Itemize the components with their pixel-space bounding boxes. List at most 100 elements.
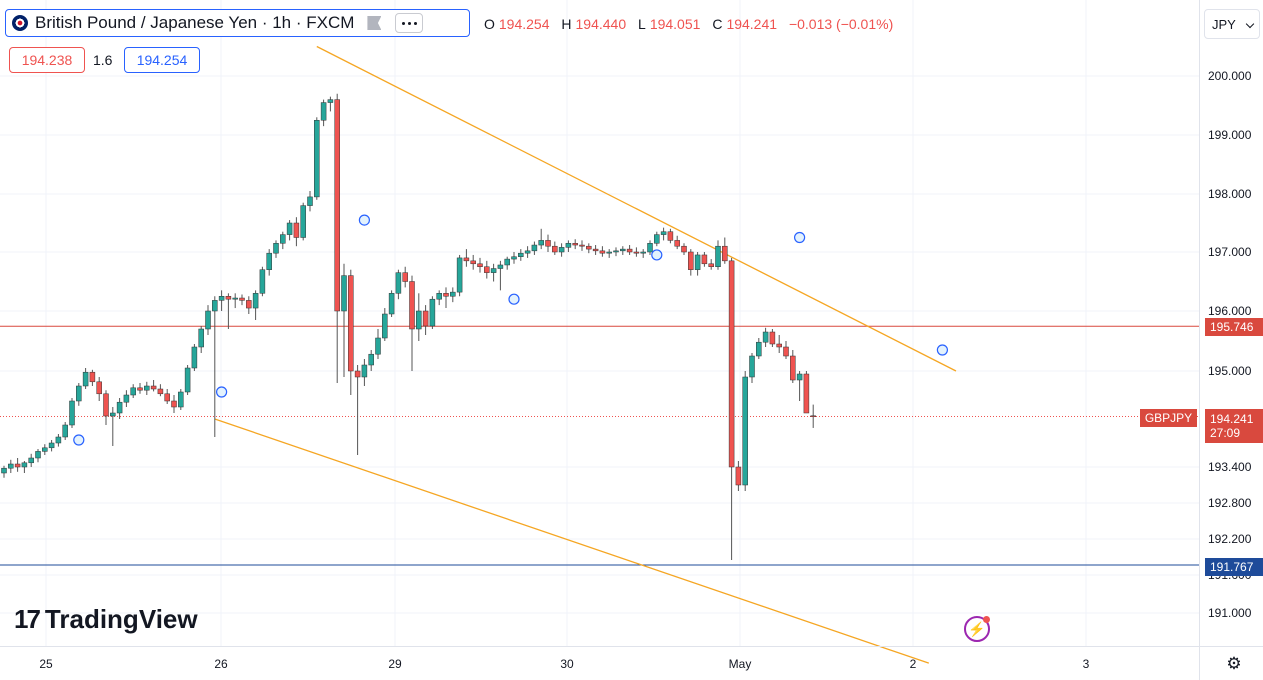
- candle-body: [735, 466, 742, 486]
- candle-body: [266, 252, 272, 270]
- event-marker-icon: [73, 434, 85, 446]
- low-value: 194.051: [649, 16, 701, 32]
- event-marker-icon: [651, 249, 663, 261]
- candle-body: [273, 243, 279, 254]
- candle-body: [470, 260, 476, 265]
- event-marker-icon: [216, 386, 228, 398]
- candle-body: [660, 231, 667, 235]
- price-tick-label: 197.000: [1208, 245, 1252, 259]
- candle-body: [82, 371, 89, 387]
- more-dots-icon[interactable]: [395, 13, 424, 33]
- bar-countdown: 27:09: [1210, 426, 1241, 440]
- candle-body: [69, 400, 75, 426]
- candle-body: [565, 243, 572, 248]
- candle-body: [35, 451, 41, 459]
- candle-body: [769, 331, 776, 345]
- candle-body: [463, 257, 470, 262]
- ohlc-readout: O 194.254 H 194.440 L 194.051 C 194.241 −0.0…: [484, 16, 897, 32]
- currency-selector[interactable]: JPY: [1204, 9, 1260, 39]
- candle-body: [144, 385, 150, 391]
- candle-body: [232, 297, 238, 300]
- candle-body: [667, 231, 674, 241]
- event-marker-icon: [358, 214, 370, 226]
- time-tick-label: 25: [39, 657, 53, 671]
- candle-body: [137, 387, 143, 391]
- candle-body: [212, 300, 218, 312]
- candle-body: [796, 373, 803, 381]
- sell-button[interactable]: 194.238: [9, 47, 85, 73]
- buy-button[interactable]: 194.254: [124, 47, 200, 73]
- candle-body: [218, 296, 225, 301]
- price-tick-label: 193.400: [1208, 460, 1252, 474]
- candle-body: [123, 394, 130, 403]
- candle-body: [484, 266, 490, 273]
- candle-body: [307, 196, 313, 206]
- candle-body: [579, 244, 585, 247]
- candle-body: [490, 268, 497, 273]
- last-price-tag: 194.241 27:09: [1205, 409, 1263, 443]
- candle-body: [620, 248, 626, 252]
- candle-body: [762, 331, 769, 343]
- support-price-tag: 191.767: [1205, 558, 1263, 576]
- close-label: C: [712, 16, 723, 32]
- candle-body: [599, 250, 606, 254]
- candle-body: [89, 371, 96, 383]
- candle-body: [1, 467, 7, 474]
- candle-body: [511, 256, 517, 260]
- candle-body: [157, 388, 164, 395]
- candle-body: [436, 293, 442, 300]
- tradingview-logo: 17 TradingView: [14, 604, 198, 635]
- candle-body: [538, 240, 544, 246]
- candle-body: [388, 293, 395, 315]
- price-tick-label: 192.800: [1208, 496, 1252, 510]
- candle-body: [300, 205, 306, 238]
- settings-icon[interactable]: ⚙: [1226, 654, 1242, 673]
- candle-body: [62, 424, 68, 438]
- time-tick-label: 2: [910, 657, 917, 671]
- time-tick-label: 30: [560, 657, 574, 671]
- candle-body: [239, 297, 245, 301]
- candle-body: [790, 355, 796, 381]
- currency-label: JPY: [1212, 16, 1236, 32]
- candle-body: [382, 313, 388, 339]
- candle-body: [422, 310, 429, 327]
- candle-body: [191, 346, 198, 369]
- candle-body: [783, 346, 789, 357]
- candle-body: [640, 251, 646, 254]
- candle-body: [654, 234, 660, 244]
- candle-body: [402, 272, 408, 282]
- candle-body: [293, 222, 300, 238]
- candle-body: [225, 296, 232, 300]
- candle-body: [55, 436, 62, 444]
- symbol-legend[interactable]: British Pound / Japanese Yen · 1h · FXCM: [5, 9, 470, 37]
- candle-body: [314, 120, 320, 198]
- bolt-icon[interactable]: ⚡: [964, 616, 990, 642]
- candle-body: [28, 457, 34, 464]
- candle-body: [586, 245, 592, 250]
- candle-body: [742, 376, 748, 486]
- close-value: 194.241: [726, 16, 778, 32]
- candle-body: [286, 222, 293, 235]
- candle-body: [592, 248, 599, 252]
- candle-body: [633, 251, 640, 254]
- price-tick-label: 192.200: [1208, 532, 1252, 546]
- change-value: −0.013 (−0.01%): [788, 16, 894, 32]
- event-marker-icon: [793, 231, 806, 244]
- candle-body: [647, 243, 653, 253]
- trendline-lower: [214, 418, 930, 664]
- candle-body: [715, 245, 721, 267]
- last-price-value: 194.241: [1210, 412, 1254, 426]
- flag-icon[interactable]: [367, 16, 382, 30]
- candle-body: [552, 245, 558, 253]
- candle-body: [558, 247, 565, 253]
- candle-body: [205, 310, 211, 330]
- candle-body: [504, 258, 510, 266]
- candle-body: [688, 251, 694, 270]
- price-tick-label: 199.000: [1208, 128, 1252, 142]
- spread-value: 1.6: [93, 52, 113, 68]
- candle-body: [280, 234, 286, 244]
- time-tick-label: 26: [214, 657, 228, 671]
- candle-body: [21, 462, 28, 468]
- candle-body: [341, 275, 347, 312]
